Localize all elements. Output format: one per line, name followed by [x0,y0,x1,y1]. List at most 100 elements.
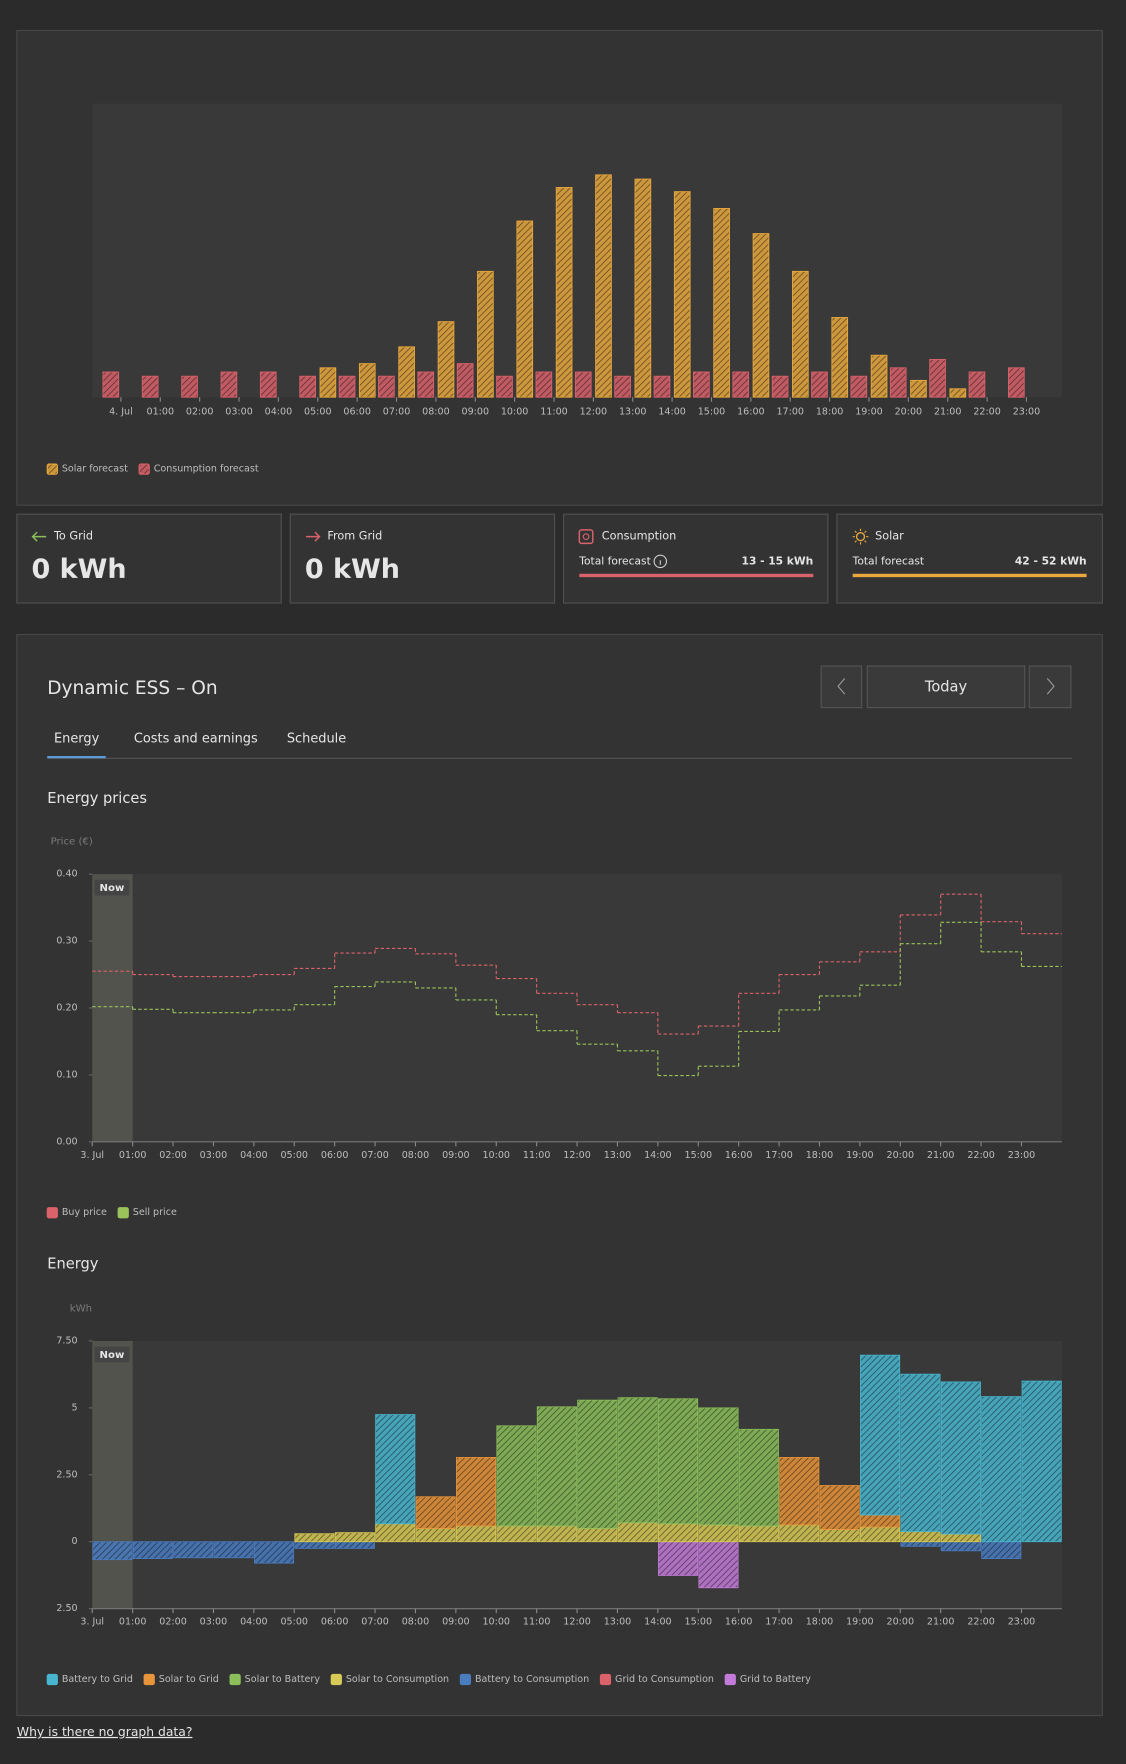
tab[interactable]: Schedule [287,732,346,747]
y-tick-label: 7.50 [56,1335,77,1346]
bar [929,358,946,398]
bar [319,367,337,398]
x-tick-label: 10:00 [482,1617,510,1628]
bar [299,375,316,398]
x-tick-label: 06:00 [321,1617,349,1628]
x-tick-label: 04:00 [240,1617,268,1628]
chevron [1046,678,1055,695]
sun-icon [852,528,869,545]
legend-swatch [46,1207,58,1219]
y-tick-label: 2.50 [56,1603,77,1614]
y-tick-label: 2.50 [56,1469,77,1480]
legend-label: Buy price [62,1207,107,1218]
bar [181,375,198,398]
x-tick-label: 10:00 [482,1150,510,1161]
legend-swatch [46,1673,58,1686]
help-link[interactable]: Why is there no graph data? [17,1725,193,1739]
card [836,513,1103,604]
bar [614,375,631,398]
x-tick-label: 14:00 [644,1150,672,1161]
x-tick-label: 03:00 [200,1617,228,1628]
x-tick-label: 04:00 [240,1150,268,1161]
energy-bar [92,1541,133,1561]
bar [496,375,513,398]
next-button[interactable] [1028,665,1072,709]
energy-bar [860,1526,901,1543]
card-title: Consumption [602,530,676,543]
step-connector [132,894,1023,1035]
plot-area [92,1340,1062,1609]
x-tick-label: 07:00 [361,1617,389,1628]
x-tick-label: 13:00 [604,1150,632,1161]
x-tick-label: 03:00 [200,1150,228,1161]
plot-area [92,103,1062,398]
y-tick-label: 0.00 [56,1136,77,1147]
energy-bar [779,1524,820,1543]
x-tick-label: 12:00 [580,406,608,417]
energy-bar [334,1532,375,1543]
info-icon [653,554,668,569]
energy-bar [900,1373,941,1532]
sun-icon [855,532,866,542]
date-button[interactable] [866,665,1026,709]
legend-swatch [330,1673,342,1686]
energy-bar [456,1525,497,1543]
energy-bar [1021,1380,1062,1543]
bar [792,270,809,398]
x-tick-label: 23:00 [1008,1617,1036,1628]
card [16,513,282,604]
x-tick-label: 10:00 [501,406,529,417]
x-tick-label: 08:00 [402,1150,430,1161]
x-tick-label: 14:00 [658,406,686,417]
bar [811,371,828,398]
x-tick-label: 11:00 [540,406,568,417]
now-label: Now [100,883,125,894]
card-title: Solar [875,530,904,543]
now-shade [92,874,133,1142]
card-value: 0 kWh [31,554,126,585]
legend-swatch [459,1673,472,1686]
bar [713,207,730,398]
card [563,513,829,604]
energy-bar [981,1541,1022,1559]
tab[interactable]: Energy [54,732,100,747]
bar [437,321,455,398]
bar [673,191,691,398]
legend-swatch [229,1673,241,1686]
energy-bar [940,1533,981,1543]
bar [141,375,159,398]
x-tick-label: 20:00 [895,406,923,417]
card-label: Total forecast [852,554,924,567]
energy-bar [173,1541,214,1559]
y-tick-label: 0.10 [56,1069,77,1080]
energy-bar [658,1541,699,1576]
card [289,513,556,604]
x-tick-label: 22:00 [967,1617,995,1628]
x-tick-label: 01:00 [147,406,175,417]
energy-bar [738,1428,779,1527]
prev-button[interactable] [820,665,863,709]
energy-bar [819,1485,860,1530]
consumption-icon [582,533,590,541]
tab[interactable]: Costs and earnings [134,732,258,747]
y-tick-label: 0.30 [56,936,77,947]
bar [574,371,592,398]
bar [358,363,376,398]
energy-bar [294,1541,335,1549]
x-tick-label: 08:00 [422,406,450,417]
x-tick-label: 21:00 [934,406,962,417]
bar [870,354,888,398]
x-tick-label: 4. Jul [109,406,133,417]
x-tick-label: 07:00 [383,406,411,417]
card-value: 42 - 52 kWh [1015,554,1087,567]
energy-bar [132,1541,173,1559]
now-badge [94,879,130,896]
card-value: 13 - 15 kWh [742,554,814,567]
legend-swatch [724,1673,736,1686]
bar [338,375,356,398]
bar [889,367,907,398]
energy-bar [698,1407,739,1526]
x-tick-label: 11:00 [523,1150,551,1161]
x-tick-label: 04:00 [265,406,293,417]
x-tick-label: 18:00 [816,406,844,417]
